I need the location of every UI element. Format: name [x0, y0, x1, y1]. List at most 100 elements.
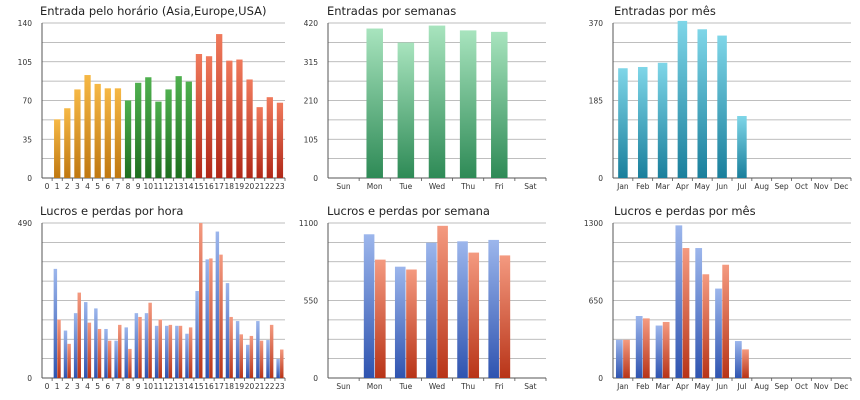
bar-perdas: [722, 264, 730, 378]
bar-perdas: [57, 319, 61, 378]
bar: [195, 54, 203, 178]
x-tick-label: Jul: [736, 382, 746, 391]
bar: [246, 79, 253, 178]
x-tick-label: 20: [245, 182, 255, 191]
y-tick-label: 1300: [584, 219, 603, 228]
bar-lucros: [63, 330, 68, 378]
x-tick-label: Aug: [754, 382, 769, 391]
x-tick-label: 6: [105, 182, 110, 191]
bar-perdas: [375, 259, 386, 378]
bar-lucros: [114, 340, 118, 378]
bar: [428, 25, 446, 179]
x-tick-label: Dec: [834, 182, 849, 191]
x-tick-label: 3: [75, 182, 80, 191]
x-tick-label: 14: [184, 382, 194, 391]
bar: [491, 31, 508, 178]
x-tick-label: 5: [95, 182, 100, 191]
bar-perdas: [138, 316, 142, 378]
x-tick-label: Sep: [775, 182, 789, 191]
x-tick-label: 21: [255, 182, 265, 191]
bar-lucros: [225, 283, 230, 378]
chart-title: Lucros e perdas por mês: [614, 204, 756, 218]
x-tick-label: May: [694, 182, 710, 191]
bar-perdas: [437, 225, 448, 378]
bar-perdas: [623, 339, 630, 378]
chart-title: Entrada pelo horário (Asia,Europe,USA): [40, 4, 266, 18]
x-tick-label: 3: [75, 382, 80, 391]
y-tick-label: 420: [304, 19, 319, 28]
bar: [677, 20, 688, 178]
bar: [205, 56, 213, 178]
bar-perdas: [229, 316, 233, 378]
x-tick-label: Mon: [367, 182, 383, 191]
chart-title: Lucros e perdas por semana: [327, 204, 490, 218]
x-tick-label: 7: [116, 182, 121, 191]
x-tick-label: Mon: [367, 382, 383, 391]
bar: [266, 97, 273, 178]
x-tick-label: Oct: [795, 182, 808, 191]
y-tick-label: 0: [313, 374, 318, 383]
bar-lucros: [205, 259, 209, 378]
x-tick-label: Tue: [398, 182, 412, 191]
y-tick-label: 0: [598, 374, 603, 383]
x-tick-label: Fri: [495, 382, 504, 391]
x-tick-label: Jul: [736, 182, 746, 191]
bar: [226, 60, 233, 179]
x-tick-label: Sun: [336, 182, 351, 191]
x-tick-label: Feb: [636, 382, 650, 391]
x-tick-label: May: [694, 382, 710, 391]
chart-panel-2: Entradas por semanas 0 105 210 315 420 Sun Mon T…: [304, 4, 547, 191]
x-tick-label: Jun: [715, 382, 728, 391]
bar-lucros: [457, 241, 468, 378]
bar-lucros: [165, 325, 169, 378]
y-tick-label: 105: [18, 58, 33, 67]
x-tick-label: 23: [275, 382, 285, 391]
x-tick-label: Mar: [656, 382, 671, 391]
bar: [64, 108, 71, 178]
bar: [114, 88, 122, 178]
x-tick-label: Tue: [398, 382, 412, 391]
x-tick-label: Apr: [676, 382, 690, 391]
x-tick-label: 22: [265, 382, 275, 391]
bar: [54, 119, 61, 178]
bar: [135, 82, 142, 178]
y-tick-label: 105: [304, 135, 319, 144]
bar: [104, 88, 111, 178]
bar: [165, 89, 172, 178]
bar-perdas: [499, 255, 511, 378]
y-tick-label: 210: [304, 97, 319, 106]
x-tick-label: 2: [65, 382, 70, 391]
x-tick-label: 11: [154, 182, 164, 191]
bar-perdas: [662, 321, 670, 378]
x-tick-label: 0: [45, 382, 50, 391]
bar: [124, 100, 132, 178]
bar-perdas: [87, 322, 92, 378]
x-tick-label: 8: [126, 382, 131, 391]
x-tick-label: Thu: [460, 382, 475, 391]
bar-perdas: [118, 324, 122, 378]
y-tick-label: 370: [589, 19, 604, 28]
x-tick-label: Apr: [676, 182, 690, 191]
bar: [737, 116, 747, 178]
x-tick-label: 16: [204, 382, 214, 391]
x-tick-label: Mar: [656, 182, 671, 191]
x-tick-label: 17: [214, 382, 224, 391]
x-tick-label: 10: [144, 182, 154, 191]
bar-lucros: [695, 248, 703, 378]
bar-perdas: [209, 258, 213, 378]
bar-lucros: [655, 325, 663, 378]
bar: [94, 83, 101, 178]
bar-perdas: [259, 340, 264, 378]
bar-lucros: [276, 359, 280, 378]
x-tick-label: Aug: [754, 182, 769, 191]
x-tick-label: Feb: [636, 182, 650, 191]
x-tick-label: 19: [235, 382, 245, 391]
bar-lucros: [256, 321, 260, 378]
x-tick-label: Nov: [814, 382, 829, 391]
x-tick-label: Sat: [524, 382, 536, 391]
bar-perdas: [188, 327, 193, 378]
bar-perdas: [168, 324, 173, 378]
bar: [637, 66, 648, 178]
bar: [236, 59, 243, 178]
